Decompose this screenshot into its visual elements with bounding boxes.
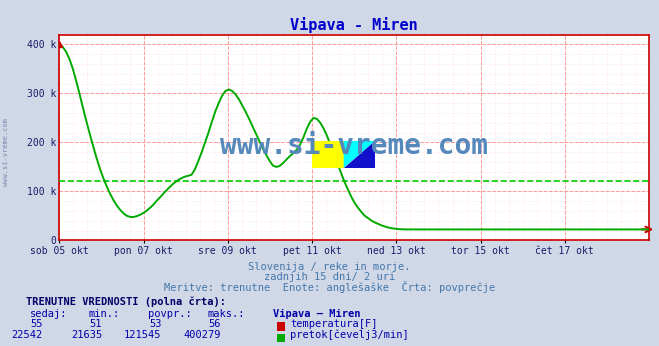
Text: pretok[čevelj3/min]: pretok[čevelj3/min]: [290, 330, 409, 340]
Text: www.si-vreme.com: www.si-vreme.com: [3, 118, 9, 186]
Text: maks.:: maks.:: [208, 309, 245, 319]
Text: povpr.:: povpr.:: [148, 309, 192, 319]
Text: 56: 56: [208, 319, 221, 329]
Text: www.si-vreme.com: www.si-vreme.com: [220, 132, 488, 160]
Text: temperatura[F]: temperatura[F]: [290, 319, 378, 329]
Bar: [312, 141, 344, 168]
Text: 121545: 121545: [124, 330, 161, 340]
Text: 400279: 400279: [183, 330, 221, 340]
Text: 21635: 21635: [71, 330, 102, 340]
Text: zadnjih 15 dni/ 2 uri: zadnjih 15 dni/ 2 uri: [264, 272, 395, 282]
Text: Vipava – Miren: Vipava – Miren: [273, 309, 361, 319]
Text: sedaj:: sedaj:: [30, 309, 67, 319]
Polygon shape: [344, 141, 375, 168]
Text: TRENUTNE VREDNOSTI (polna črta):: TRENUTNE VREDNOSTI (polna črta):: [26, 297, 226, 307]
Text: Meritve: trenutne  Enote: anglešaške  Črta: povprečje: Meritve: trenutne Enote: anglešaške Črta…: [164, 281, 495, 293]
Title: Vipava - Miren: Vipava - Miren: [291, 17, 418, 34]
Polygon shape: [344, 141, 375, 168]
Text: 51: 51: [90, 319, 102, 329]
Text: 55: 55: [30, 319, 43, 329]
Text: 53: 53: [149, 319, 161, 329]
Text: 22542: 22542: [12, 330, 43, 340]
Text: min.:: min.:: [89, 309, 120, 319]
Text: Slovenija / reke in morje.: Slovenija / reke in morje.: [248, 262, 411, 272]
